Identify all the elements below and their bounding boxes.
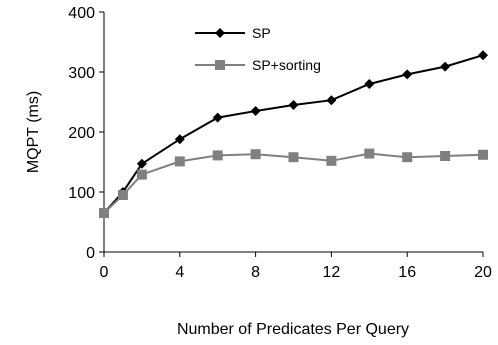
data-point-sp-sorting <box>326 155 337 166</box>
y-axis-title: MQPT (ms) <box>25 91 42 173</box>
legend-marker-sp <box>215 28 225 38</box>
data-point-sp <box>364 79 375 89</box>
x-tick-label: 0 <box>100 264 109 281</box>
data-point-sp-sorting <box>212 150 223 161</box>
data-point-sp <box>212 112 223 123</box>
x-tick-label: 4 <box>175 264 184 281</box>
data-point-sp <box>440 61 451 72</box>
data-point-sp-sorting <box>250 149 261 160</box>
data-point-sp-sorting <box>402 152 413 163</box>
legend-marker-sp-sorting <box>215 60 225 70</box>
legend: SP SP+sorting <box>195 25 321 73</box>
series-layer <box>99 50 488 218</box>
data-point-sp-sorting <box>478 149 488 160</box>
data-point-sp <box>326 95 337 106</box>
x-axis-ticks: 0 4 8 12 16 20 <box>100 252 492 281</box>
x-tick-label: 8 <box>251 264 260 281</box>
data-point-sp-sorting <box>174 156 185 167</box>
y-tick-label: 0 <box>86 245 95 262</box>
data-point-sp <box>288 100 299 110</box>
data-point-sp <box>478 50 488 61</box>
data-point-sp <box>174 134 185 145</box>
y-axis-ticks: 0 100 200 300 400 <box>68 5 104 262</box>
y-tick-label: 200 <box>68 125 95 142</box>
series-line-sp <box>103 54 484 214</box>
x-axis-title: Number of Predicates Per Query <box>177 321 409 338</box>
data-point-sp <box>402 69 413 80</box>
data-point-sp-sorting <box>136 169 147 180</box>
y-tick-label: 100 <box>68 185 95 202</box>
data-point-sp-sorting <box>288 152 299 163</box>
data-point-sp-sorting <box>99 208 109 218</box>
data-point-sp <box>250 106 261 116</box>
y-tick-label: 300 <box>68 65 95 82</box>
series-line-sp-sorting <box>103 152 484 214</box>
x-tick-label: 20 <box>474 264 492 281</box>
y-tick-label: 400 <box>68 5 95 22</box>
data-point-sp <box>136 158 147 169</box>
data-point-sp-sorting <box>440 151 451 161</box>
legend-label-sp: SP <box>252 25 271 41</box>
legend-label-sp-sorting: SP+sorting <box>252 57 321 73</box>
x-tick-label: 12 <box>323 264 341 281</box>
x-tick-label: 16 <box>398 264 416 281</box>
data-point-sp-sorting <box>117 190 128 200</box>
data-point-sp-sorting <box>364 148 375 159</box>
